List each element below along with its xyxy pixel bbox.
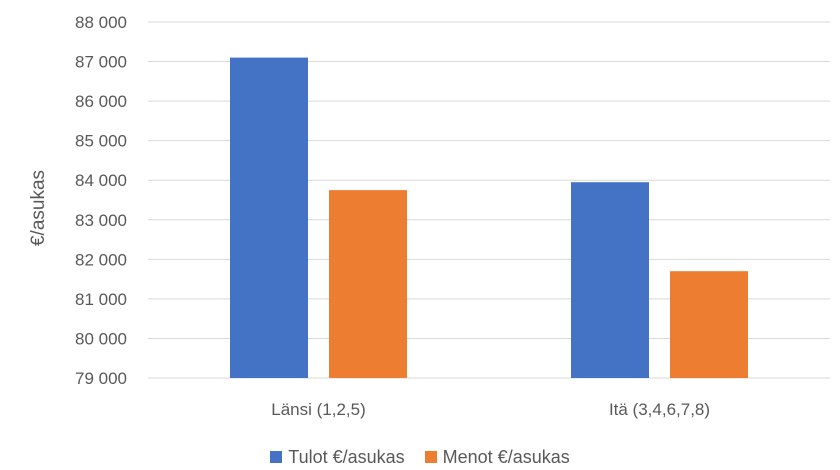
y-tick-label: 79 000 [75,369,127,388]
bar-tulot-1 [571,182,649,378]
bar-chart: 79 000 80 000 81 000 82 000 83 000 84 000 85 0… [28,13,830,419]
legend-swatch-menot [424,451,437,463]
y-tick-label: 80 000 [75,329,127,348]
y-tick-label: 81 000 [75,290,127,309]
bar-menot-0 [329,190,407,378]
bars [230,57,748,378]
legend-label-menot: Menot €/asukas [442,447,570,467]
legend-label-tulot: Tulot €/asukas [288,447,405,467]
y-tick-label: 83 000 [75,211,127,230]
y-tick-label: 88 000 [75,13,127,32]
bar-menot-1 [670,271,748,378]
y-tick-label: 86 000 [75,92,127,111]
legend-item-menot: Menot €/asukas [424,446,570,468]
x-tick-label: Länsi (1,2,5) [271,400,366,419]
y-axis-title: €/asukas [28,170,49,246]
legend: Tulot €/asukas Menot €/asukas [0,446,840,468]
x-axis-tick-labels: Länsi (1,2,5) Itä (3,4,6,7,8) [271,400,710,419]
y-tick-label: 87 000 [75,53,127,72]
y-tick-label: 85 000 [75,132,127,151]
bar-tulot-0 [230,57,308,378]
y-axis-tick-labels: 79 000 80 000 81 000 82 000 83 000 84 000 85 0… [75,13,127,388]
y-tick-label: 84 000 [75,171,127,190]
legend-item-tulot: Tulot €/asukas [270,446,405,468]
legend-swatch-tulot [270,451,283,463]
y-tick-label: 82 000 [75,250,127,269]
x-tick-label: Itä (3,4,6,7,8) [609,400,710,419]
